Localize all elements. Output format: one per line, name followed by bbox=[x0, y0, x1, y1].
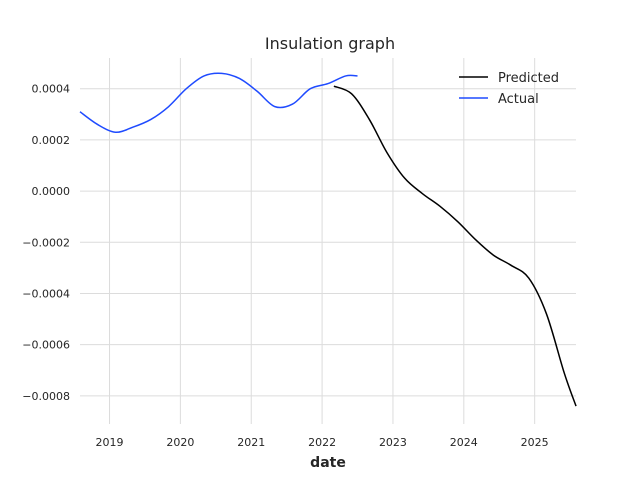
x-tick-label: 2020 bbox=[166, 436, 194, 449]
y-tick-label: −0.0006 bbox=[22, 339, 70, 352]
x-axis-label: date bbox=[310, 455, 346, 471]
x-tick-label: 2019 bbox=[96, 436, 124, 449]
y-tick-labels: 0.0004 0.0002 0.0000 −0.0002 −0.0004 −0.0006 −… bbox=[22, 83, 70, 403]
grid bbox=[80, 58, 576, 424]
x-tick-label: 2022 bbox=[308, 436, 336, 449]
x-tick-label: 2025 bbox=[521, 436, 549, 449]
legend: Predicted Actual bbox=[459, 71, 559, 107]
y-tick-label: −0.0004 bbox=[22, 287, 70, 300]
x-tick-label: 2023 bbox=[379, 436, 407, 449]
x-tick-label: 2021 bbox=[237, 436, 265, 449]
y-tick-label: 0.0004 bbox=[32, 83, 71, 96]
x-tick-label: 2024 bbox=[450, 436, 478, 449]
x-tick-labels: 2019 2020 2021 2022 2023 2024 2025 bbox=[96, 436, 549, 449]
legend-label-actual: Actual bbox=[498, 92, 539, 107]
y-tick-label: 0.0002 bbox=[32, 134, 71, 147]
series-line-predicted bbox=[333, 85, 577, 407]
y-tick-label: −0.0008 bbox=[22, 390, 70, 403]
chart-title: Insulation graph bbox=[265, 34, 395, 53]
y-tick-label: −0.0002 bbox=[22, 236, 70, 249]
legend-label-predicted: Predicted bbox=[498, 71, 559, 86]
series bbox=[79, 72, 577, 407]
series-line-actual bbox=[79, 72, 358, 133]
y-tick-label: 0.0000 bbox=[32, 185, 71, 198]
